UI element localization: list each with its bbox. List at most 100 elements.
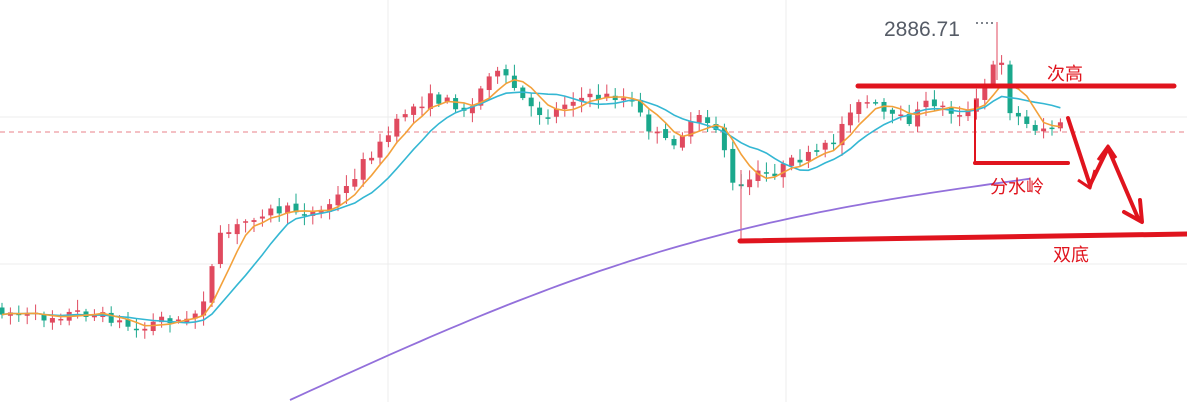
candle-body — [822, 142, 828, 150]
candle-body — [654, 131, 660, 134]
candle-body — [293, 203, 299, 213]
candle-body — [1057, 122, 1063, 129]
candle-body — [755, 170, 761, 181]
candle-body — [192, 313, 198, 319]
candle-body — [831, 142, 837, 145]
candle-body — [503, 69, 509, 76]
candle-body — [427, 93, 433, 109]
candle-body — [789, 157, 795, 166]
candle-body — [688, 121, 694, 137]
candle-body — [705, 117, 711, 124]
candle-body — [898, 114, 904, 117]
candle-body — [646, 114, 652, 132]
candle-body — [167, 318, 173, 324]
candle-body — [570, 101, 576, 106]
candle-body — [713, 124, 719, 130]
candle-body — [940, 105, 946, 108]
candle-body — [763, 172, 769, 174]
candle-body — [142, 328, 148, 331]
candle-body — [1041, 128, 1047, 132]
ma-mid-line — [1, 91, 1061, 324]
candle-body — [419, 106, 425, 109]
candle-body — [747, 179, 753, 188]
candle-body — [285, 205, 291, 214]
candle-body — [595, 94, 601, 100]
candle-body — [1024, 116, 1030, 124]
candle-body — [117, 320, 123, 323]
candle-body — [621, 98, 627, 101]
candle-body — [411, 106, 417, 115]
candle-body — [1049, 127, 1055, 130]
candle-body — [58, 318, 64, 321]
annotation-watershed: 分水岭 — [990, 177, 1044, 198]
candle-body — [335, 194, 341, 206]
candle-body — [1015, 112, 1021, 117]
candle-body — [444, 97, 450, 102]
candle-body — [360, 159, 366, 180]
annotation-double-bottom: 双底 — [1053, 245, 1089, 266]
candle-body — [301, 214, 307, 216]
candle-body — [243, 221, 249, 223]
candle-body — [209, 266, 215, 303]
candle-body — [839, 123, 845, 146]
down-arrow-mid — [1077, 169, 1097, 190]
candle-body — [931, 99, 937, 107]
candle-body — [259, 216, 265, 219]
candle-body — [873, 102, 879, 104]
candle-body — [579, 97, 585, 102]
candle-body — [604, 93, 610, 99]
candle-body — [511, 75, 517, 88]
candle-body — [486, 76, 492, 91]
candle-body — [629, 100, 635, 102]
candle-body — [805, 151, 811, 161]
candle-body — [721, 127, 727, 151]
candle-body — [343, 186, 349, 194]
candle-body — [469, 106, 475, 114]
candle-body — [915, 109, 921, 127]
candle-body — [251, 220, 257, 222]
candle-body — [352, 179, 358, 187]
down-arrow-mid2 — [1096, 144, 1118, 161]
candle-body — [990, 64, 996, 86]
candle-body — [772, 173, 778, 177]
candle-body — [537, 107, 543, 116]
candle-body — [108, 312, 114, 323]
ma-fast-line — [1, 78, 1061, 327]
candle-body — [612, 95, 618, 101]
candle-body — [226, 232, 232, 234]
candle-body — [696, 115, 702, 123]
candle-body — [24, 312, 30, 316]
down-arrow-head — [1122, 198, 1144, 224]
candle-body — [973, 98, 979, 112]
candle-body — [814, 150, 820, 152]
candle-body — [369, 157, 375, 161]
candle-body — [234, 224, 240, 235]
candle-body — [965, 109, 971, 117]
candle-body — [1032, 124, 1038, 131]
candle-body — [864, 102, 870, 104]
ma-long-line — [289, 177, 1031, 401]
candle-body — [999, 62, 1005, 65]
candle-body — [528, 97, 534, 107]
candle-body — [637, 100, 643, 113]
candle-body — [91, 314, 97, 318]
candle-body — [133, 328, 139, 331]
candle-body — [663, 129, 669, 139]
candle-body — [394, 118, 400, 137]
candle-body — [125, 319, 131, 327]
double-bottom-line — [737, 231, 1187, 244]
candle-body — [545, 117, 551, 119]
annotation-marks — [737, 22, 1187, 244]
candle-body — [906, 114, 912, 125]
candles-group — [0, 22, 1063, 339]
annotation-second-high: 次高 — [1047, 64, 1083, 85]
candle-body — [553, 108, 559, 117]
candle-body — [797, 159, 803, 163]
candle-body — [671, 138, 677, 146]
candle-body — [436, 94, 442, 104]
candle-body — [780, 163, 786, 178]
candle-body — [41, 314, 47, 321]
candle-body — [982, 87, 988, 100]
candle-body — [217, 232, 223, 265]
